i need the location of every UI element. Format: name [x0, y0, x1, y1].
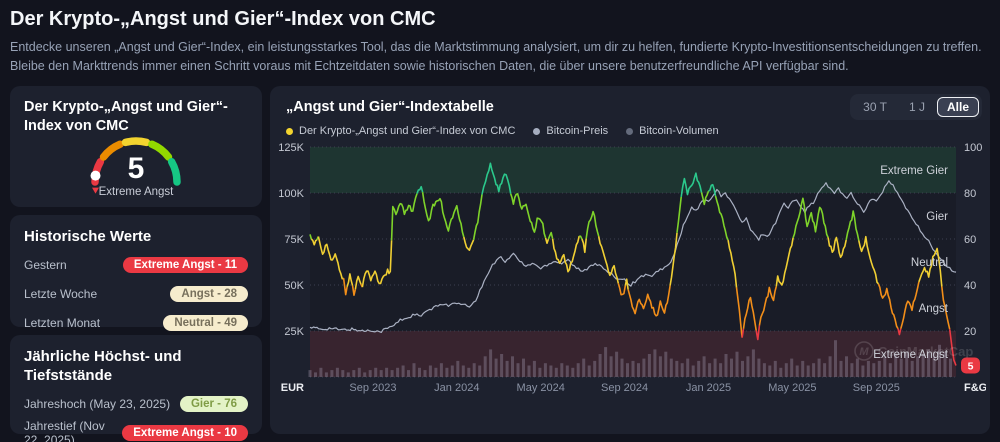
svg-text:Sep 2025: Sep 2025 — [853, 382, 900, 394]
svg-text:May 2025: May 2025 — [768, 382, 816, 394]
svg-text:Jan 2025: Jan 2025 — [686, 382, 731, 394]
gauge-value: 5 — [128, 152, 145, 185]
row-label-yesterday: Gestern — [24, 258, 67, 272]
gauge-wrap: 5 Extreme Angst — [24, 136, 248, 200]
historical-card-title: Historische Werte — [24, 228, 152, 245]
legend-label: Bitcoin-Volumen — [639, 125, 719, 137]
svg-text:Angst: Angst — [919, 303, 949, 315]
status-badge: Gier - 76 — [179, 396, 248, 412]
watermark-cmc-logo: M CoinMarketCap — [854, 341, 973, 361]
svg-text:100K: 100K — [278, 188, 304, 200]
gauge-card-title: Der Krypto-„Angst und Gier“-Index von CM… — [24, 99, 228, 134]
svg-text:75K: 75K — [284, 234, 304, 246]
time-range-group: 30 T 1 J Alle — [850, 94, 982, 120]
legend-item-bitcoin-price[interactable]: Bitcoin-Preis — [533, 125, 608, 137]
left-column: Der Krypto-„Angst und Gier“-Index von CM… — [10, 86, 262, 442]
historical-values-card: Historische Werte Gestern Extreme Angst … — [10, 215, 262, 331]
svg-text:May 2024: May 2024 — [517, 382, 565, 394]
row-label-year-low: Jahrestief (Nov 22, 2025) — [24, 419, 105, 442]
chart-panel-header: „Angst und Gier“-Indextabelle 30 T 1 J A… — [276, 94, 990, 120]
legend-item-fg-index[interactable]: Der Krypto-„Angst und Gier“-Index von CM… — [286, 125, 515, 137]
svg-text:Extreme Angst: Extreme Angst — [873, 349, 949, 361]
main-content: Der Krypto-„Angst und Gier“-Index von CM… — [10, 86, 990, 442]
svg-text:Sep 2023: Sep 2023 — [349, 382, 396, 394]
status-badge: Angst - 28 — [170, 286, 248, 302]
svg-text:80: 80 — [964, 188, 976, 200]
svg-text:Sep 2024: Sep 2024 — [601, 382, 648, 394]
fear-greed-chart[interactable]: M CoinMarketCap Extreme Gier Gier Neutral Ang… — [276, 141, 986, 399]
status-badge: Extreme Angst - 11 — [122, 257, 248, 273]
range-button-all[interactable]: Alle — [936, 97, 979, 117]
table-row: Letzte Woche Angst - 28 — [24, 284, 248, 304]
fear-greed-gauge: 5 Extreme Angst — [90, 137, 181, 198]
range-button-1y[interactable]: 1 J — [899, 97, 935, 117]
chart-title: „Angst und Gier“-Indextabelle — [286, 99, 494, 115]
legend-label: Der Krypto-„Angst und Gier“-Index von CM… — [299, 125, 516, 137]
legend-dot-icon — [533, 127, 541, 135]
gauge-card: Der Krypto-„Angst und Gier“-Index von CM… — [10, 86, 262, 207]
svg-text:100: 100 — [964, 142, 982, 154]
svg-text:50K: 50K — [284, 280, 304, 292]
row-label-last-week: Letzte Woche — [24, 287, 98, 301]
table-row: Gestern Extreme Angst - 11 — [24, 255, 248, 275]
page-description: Entdecke unseren „Angst und Gier“-Index,… — [10, 40, 982, 73]
row-label-year-high: Jahreshoch (May 23, 2025) — [24, 397, 171, 411]
current-value-badge — [961, 357, 980, 374]
page-title: Der Krypto-„Angst und Gier“-Index von CM… — [10, 8, 436, 30]
legend-dot-icon — [626, 127, 634, 135]
svg-text:125K: 125K — [278, 142, 304, 154]
svg-text:Extreme Gier: Extreme Gier — [880, 165, 948, 177]
svg-text:25K: 25K — [284, 326, 304, 338]
svg-text:20: 20 — [964, 326, 976, 338]
yearly-card-title: Jährliche Höchst- und Tiefststände — [24, 348, 182, 384]
svg-text:40: 40 — [964, 280, 976, 292]
svg-text:Neutral: Neutral — [911, 257, 948, 269]
status-badge: Neutral - 49 — [163, 315, 248, 331]
row-label-last-month: Letzten Monat — [24, 316, 101, 330]
svg-text:M: M — [859, 346, 869, 358]
table-row: Letzten Monat Neutral - 49 — [24, 313, 248, 333]
legend-dot-icon — [286, 127, 293, 135]
chart-legend: Der Krypto-„Angst und Gier“-Index von CM… — [276, 119, 990, 139]
range-button-30d[interactable]: 30 T — [853, 97, 897, 117]
svg-text:EUR: EUR — [281, 382, 304, 394]
yearly-highlow-card: Jährliche Höchst- und Tiefststände Jahre… — [10, 335, 262, 442]
legend-item-bitcoin-volume[interactable]: Bitcoin-Volumen — [626, 125, 719, 137]
svg-text:Gier: Gier — [926, 211, 948, 223]
chart-panel: „Angst und Gier“-Indextabelle 30 T 1 J A… — [270, 86, 990, 434]
svg-text:Jan 2024: Jan 2024 — [434, 382, 479, 394]
legend-label: Bitcoin-Preis — [546, 125, 609, 137]
table-row: Jahrestief (Nov 22, 2025) Extreme Angst … — [24, 419, 248, 442]
status-badge: Extreme Angst - 10 — [122, 425, 248, 441]
svg-text:F&G: F&G — [964, 382, 986, 394]
table-row: Jahreshoch (May 23, 2025) Gier - 76 — [24, 394, 248, 414]
svg-text:CoinMarketCap: CoinMarketCap — [878, 344, 973, 359]
svg-text:60: 60 — [964, 234, 976, 246]
gauge-value-label: Extreme Angst — [99, 186, 175, 198]
svg-text:5: 5 — [968, 361, 974, 373]
